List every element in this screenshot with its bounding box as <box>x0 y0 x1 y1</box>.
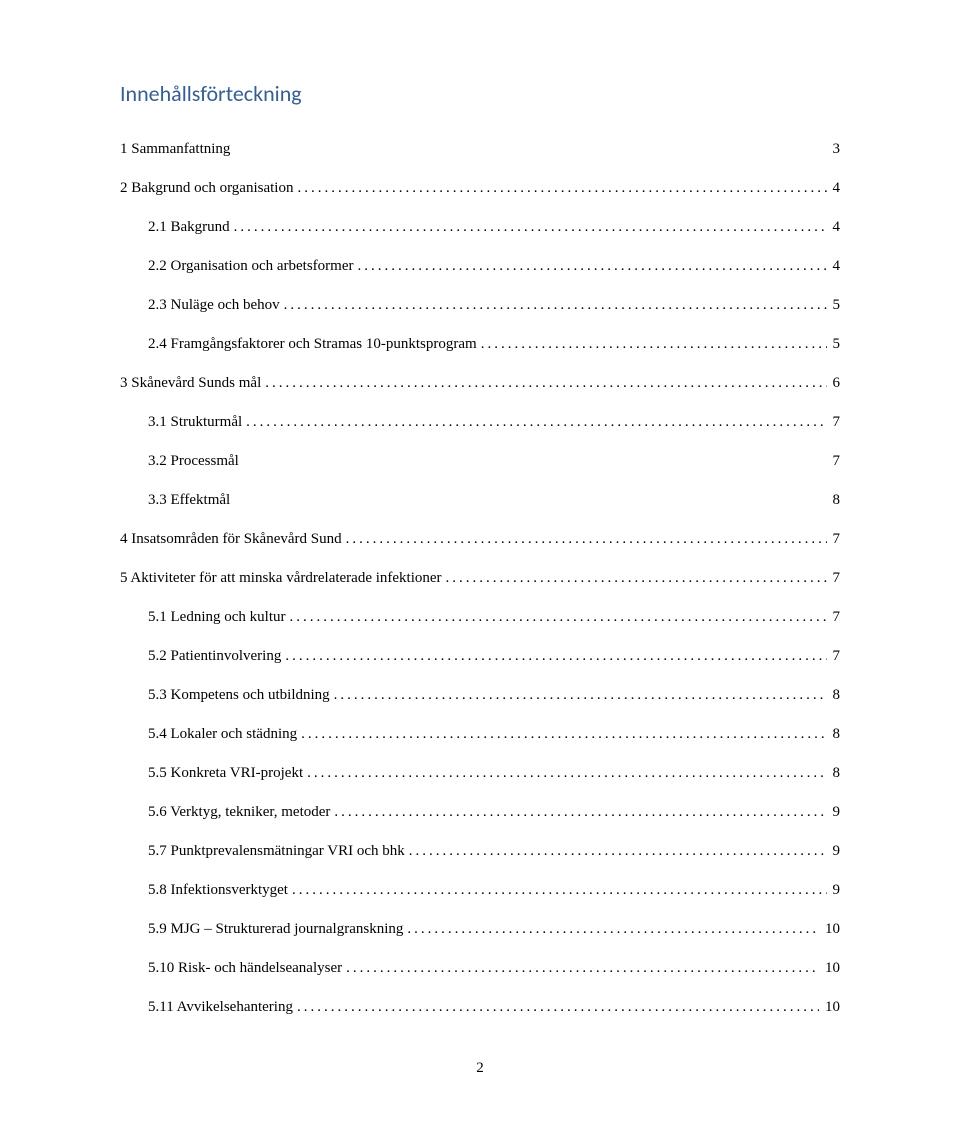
toc-entry-label: 5.3 Kompetens och utbildning <box>148 687 330 704</box>
toc-entry-label: 2.3 Nuläge och behov <box>148 297 280 314</box>
toc-entry[interactable]: 5.1 Ledning och kultur 7 <box>148 609 840 626</box>
toc-entry-label: 3.3 Effektmål <box>148 492 230 509</box>
toc-entry[interactable]: 5.10 Risk- och händelseanalyser 10 <box>148 960 840 977</box>
toc-entry[interactable]: 3.2 Processmål 7 <box>148 453 840 470</box>
toc-leader <box>297 180 826 197</box>
toc-leader <box>334 804 826 821</box>
toc-entry-label: 2.2 Organisation och arbetsformer <box>148 258 354 275</box>
toc-entry[interactable]: 5.7 Punktprevalensmätningar VRI och bhk 9 <box>148 843 840 860</box>
toc-entry-page: 9 <box>831 882 841 899</box>
toc-leader <box>246 414 826 431</box>
toc-entry-page: 7 <box>831 453 841 470</box>
toc-entry-label: 5.4 Lokaler och städning <box>148 726 297 743</box>
toc-leader <box>285 648 826 665</box>
toc-entry-label: 4 Insatsområden för Skånevård Sund <box>120 531 342 548</box>
toc-heading: Innehållsförteckning <box>120 80 840 107</box>
toc-leader <box>334 687 827 704</box>
toc-entry[interactable]: 2.3 Nuläge och behov 5 <box>148 297 840 314</box>
toc-leader <box>292 882 827 899</box>
toc-entry-page: 8 <box>831 492 841 509</box>
toc-entry-page: 3 <box>831 141 841 158</box>
toc-entry-label: 5.9 MJG – Strukturerad journalgranskning <box>148 921 403 938</box>
toc-leader <box>297 999 819 1016</box>
toc-entry[interactable]: 5.8 Infektionsverktyget 9 <box>148 882 840 899</box>
toc-entry-label: 3.1 Strukturmål <box>148 414 242 431</box>
toc-entry-page: 7 <box>831 570 841 587</box>
toc-entry-label: 5.10 Risk- och händelseanalyser <box>148 960 342 977</box>
toc-entry[interactable]: 5 Aktiviteter för att minska vårdrelater… <box>120 570 840 587</box>
toc-leader <box>481 336 827 353</box>
toc-entry[interactable]: 3 Skånevård Sunds mål 6 <box>120 375 840 392</box>
toc-leader <box>407 921 819 938</box>
toc-entry[interactable]: 5.9 MJG – Strukturerad journalgranskning… <box>148 921 840 938</box>
toc-entry[interactable]: 5.5 Konkreta VRI-projekt 8 <box>148 765 840 782</box>
toc-entry-page: 7 <box>831 648 841 665</box>
toc-leader <box>234 219 827 236</box>
toc-leader <box>346 960 819 977</box>
toc-leader <box>346 531 827 548</box>
toc-entry-label: 5.11 Avvikelsehantering <box>148 999 293 1016</box>
toc-entry-page: 7 <box>831 414 841 431</box>
toc-leader <box>284 297 827 314</box>
toc-leader <box>301 726 826 743</box>
toc-entry[interactable]: 2.2 Organisation och arbetsformer 4 <box>148 258 840 275</box>
table-of-contents: 1 Sammanfattning 3 2 Bakgrund och organisa… <box>120 141 840 1016</box>
toc-entry-label: 5.1 Ledning och kultur <box>148 609 285 626</box>
toc-entry-page: 7 <box>831 609 841 626</box>
page: Innehållsförteckning 1 Sammanfattning 3 2 … <box>0 0 960 1016</box>
toc-entry[interactable]: 5.3 Kompetens och utbildning 8 <box>148 687 840 704</box>
toc-leader <box>307 765 826 782</box>
toc-entry-page: 10 <box>823 960 840 977</box>
toc-entry[interactable]: 2.1 Bakgrund 4 <box>148 219 840 236</box>
toc-entry-page: 10 <box>823 999 840 1016</box>
toc-entry-label: 2.1 Bakgrund <box>148 219 230 236</box>
toc-entry[interactable]: 3.3 Effektmål 8 <box>148 492 840 509</box>
toc-entry-page: 4 <box>831 219 841 236</box>
toc-entry[interactable]: 2 Bakgrund och organisation 4 <box>120 180 840 197</box>
toc-entry-page: 4 <box>831 258 841 275</box>
toc-entry-label: 3.2 Processmål <box>148 453 239 470</box>
toc-entry[interactable]: 5.6 Verktyg, tekniker, metoder 9 <box>148 804 840 821</box>
toc-entry-page: 4 <box>831 180 841 197</box>
toc-entry-label: 1 Sammanfattning <box>120 141 230 158</box>
toc-entry-label: 5.7 Punktprevalensmätningar VRI och bhk <box>148 843 405 860</box>
toc-leader <box>409 843 827 860</box>
toc-entry-page: 10 <box>823 921 840 938</box>
toc-entry-label: 3 Skånevård Sunds mål <box>120 375 261 392</box>
toc-entry-page: 5 <box>831 336 841 353</box>
toc-leader <box>358 258 827 275</box>
toc-entry[interactable]: 5.11 Avvikelsehantering 10 <box>148 999 840 1016</box>
toc-entry-label: 5.8 Infektionsverktyget <box>148 882 288 899</box>
toc-entry-page: 5 <box>831 297 841 314</box>
page-number: 2 <box>0 1060 960 1077</box>
toc-leader <box>289 609 826 626</box>
toc-entry-label: 5.2 Patientinvolvering <box>148 648 281 665</box>
toc-entry[interactable]: 5.2 Patientinvolvering 7 <box>148 648 840 665</box>
toc-entry-label: 5.5 Konkreta VRI-projekt <box>148 765 303 782</box>
toc-entry-page: 8 <box>831 765 841 782</box>
toc-entry-label: 2.4 Framgångsfaktorer och Stramas 10-pun… <box>148 336 477 353</box>
toc-entry[interactable]: 4 Insatsområden för Skånevård Sund 7 <box>120 531 840 548</box>
toc-entry-label: 5 Aktiviteter för att minska vårdrelater… <box>120 570 442 587</box>
toc-entry-page: 7 <box>831 531 841 548</box>
toc-leader <box>446 570 827 587</box>
toc-entry[interactable]: 1 Sammanfattning 3 <box>120 141 840 158</box>
toc-entry-page: 8 <box>831 687 841 704</box>
toc-entry-label: 2 Bakgrund och organisation <box>120 180 293 197</box>
toc-entry-page: 8 <box>831 726 841 743</box>
toc-entry-page: 6 <box>831 375 841 392</box>
toc-entry-page: 9 <box>831 804 841 821</box>
toc-entry[interactable]: 3.1 Strukturmål 7 <box>148 414 840 431</box>
toc-leader <box>265 375 826 392</box>
toc-entry[interactable]: 5.4 Lokaler och städning 8 <box>148 726 840 743</box>
toc-entry-label: 5.6 Verktyg, tekniker, metoder <box>148 804 330 821</box>
toc-entry-page: 9 <box>831 843 841 860</box>
toc-entry[interactable]: 2.4 Framgångsfaktorer och Stramas 10-pun… <box>148 336 840 353</box>
